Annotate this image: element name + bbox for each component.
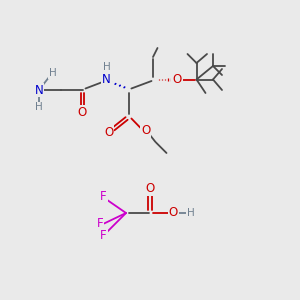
Text: O: O <box>104 126 113 140</box>
Text: F: F <box>100 190 107 203</box>
Text: H: H <box>49 68 56 78</box>
Text: N: N <box>34 83 43 97</box>
Text: O: O <box>141 124 150 137</box>
Text: O: O <box>78 106 87 119</box>
Text: O: O <box>169 206 178 220</box>
Text: F: F <box>97 217 103 230</box>
Text: H: H <box>187 208 195 218</box>
Text: N: N <box>102 73 111 86</box>
Text: F: F <box>100 229 107 242</box>
Text: O: O <box>146 182 154 196</box>
Text: H: H <box>103 62 110 72</box>
Text: O: O <box>172 73 182 86</box>
Text: H: H <box>35 102 43 112</box>
